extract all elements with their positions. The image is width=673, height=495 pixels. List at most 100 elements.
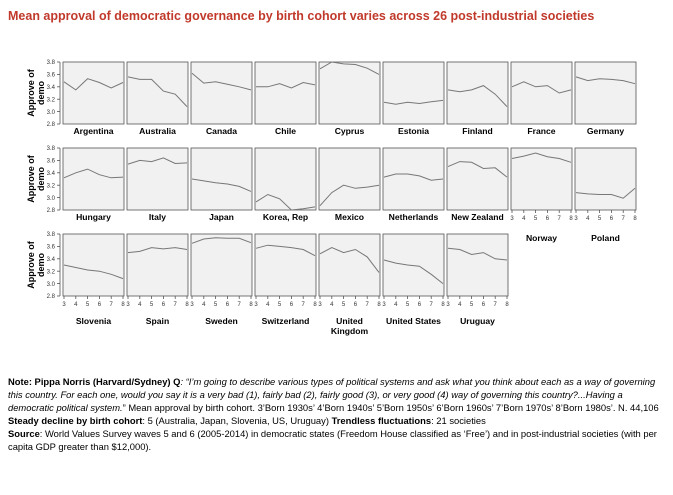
x-tick-label: 7	[622, 216, 626, 222]
x-tick-label: 7	[174, 302, 178, 308]
panel-sweden	[190, 233, 253, 297]
x-tick-label: 4	[458, 302, 462, 308]
series-line-australia	[127, 76, 188, 107]
x-tick-label: 5	[278, 302, 282, 308]
x-tick-label: 6	[162, 302, 166, 308]
country-label: Italy	[149, 212, 166, 222]
panel-slovenia	[62, 233, 125, 297]
x-tick-label: 8	[633, 216, 637, 222]
x-tick-label: 7	[238, 302, 242, 308]
panel-netherlands	[382, 147, 445, 211]
series-line-mexico	[319, 184, 380, 207]
x-tick-label: 3	[254, 302, 258, 308]
x-tick-label: 7	[302, 302, 306, 308]
series-line-uruguay	[447, 247, 508, 261]
country-label: Canada	[206, 126, 237, 136]
panel-uruguay	[446, 233, 509, 297]
x-tick-label: 5	[86, 302, 90, 308]
y-tick-label: 3.4	[47, 171, 56, 177]
panel-new-zealand	[446, 147, 509, 211]
series-line-japan	[191, 178, 252, 192]
y-tick-label: 2.8	[47, 122, 56, 128]
x-tick-label: 6	[418, 302, 422, 308]
country-label: Argentina	[73, 126, 113, 136]
y-tick-label: 3.4	[47, 85, 56, 91]
series-line-poland	[575, 187, 636, 199]
x-tick-label: 7	[110, 302, 114, 308]
panel-united-states	[382, 233, 445, 297]
steady-paragraph: Steady decline by birth cohort: 5 (Austr…	[8, 414, 668, 427]
country-label: Finland	[462, 126, 493, 136]
x-tick-label: 4	[394, 302, 398, 308]
y-tick-label: 3.6	[47, 73, 56, 79]
country-label: Kingdom	[331, 326, 369, 336]
x-tick-label: 8	[441, 302, 445, 308]
panel-argentina	[62, 61, 125, 125]
series-line-italy	[127, 157, 188, 165]
notes-section: Note: Pippa Norris (Harvard/Sydney) Q: “…	[8, 375, 668, 453]
series-line-netherlands	[383, 173, 444, 181]
series-line-united-kingdom	[319, 247, 380, 273]
series-line-germany	[575, 76, 636, 85]
x-tick-label: 5	[150, 302, 154, 308]
country-label: Switzerland	[262, 316, 310, 326]
x-tick-label: 4	[266, 302, 270, 308]
series-line-spain	[127, 247, 188, 254]
country-label: Chile	[275, 126, 296, 136]
country-label: United States	[386, 316, 441, 326]
panel-united-kingdom	[318, 233, 381, 297]
country-label: Uruguay	[460, 316, 495, 326]
x-tick-label: 5	[598, 216, 602, 222]
series-line-sweden	[191, 237, 252, 244]
x-tick-label: 6	[290, 302, 294, 308]
country-label: Hungary	[76, 212, 111, 222]
country-label: Korea, Rep	[263, 212, 308, 222]
country-label: Poland	[591, 233, 620, 243]
source-label: Source	[8, 428, 40, 439]
country-label: Estonia	[398, 126, 429, 136]
x-tick-label: 4	[74, 302, 78, 308]
country-label: France	[527, 126, 555, 136]
y-tick-label: 3.8	[47, 232, 56, 238]
country-label: New Zealand	[451, 212, 504, 222]
x-tick-label: 8	[313, 302, 317, 308]
trendless-label: Trendless fluctuations	[331, 415, 432, 426]
panel-australia	[126, 61, 189, 125]
x-tick-label: 7	[494, 302, 498, 308]
x-tick-label: 4	[330, 302, 334, 308]
x-tick-label: 8	[249, 302, 253, 308]
note-label: Note: Pippa Norris (Harvard/Sydney) Q	[8, 376, 181, 387]
steady-text: : 5 (Australia, Japan, Slovenia, US, Uru…	[142, 415, 329, 426]
x-tick-label: 6	[482, 302, 486, 308]
y-tick-label: 3.2	[47, 269, 56, 275]
x-tick-label: 7	[366, 302, 370, 308]
x-tick-label: 5	[214, 302, 218, 308]
steady-label: Steady decline by birth cohort	[8, 415, 143, 426]
survey-question: : “I’m going to describe various types o…	[8, 376, 656, 413]
y-tick-label: 3.8	[47, 60, 56, 66]
series-line-new-zealand	[447, 161, 508, 178]
y-tick-label: 3.2	[47, 97, 56, 103]
x-tick-label: 8	[121, 302, 125, 308]
x-tick-label: 4	[586, 216, 590, 222]
panel-japan	[190, 147, 253, 211]
y-axis-label: Approve ofdemo	[26, 68, 46, 117]
x-tick-label: 8	[377, 302, 381, 308]
country-label: Cyprus	[335, 126, 365, 136]
series-line-argentina	[63, 78, 124, 91]
x-tick-label: 7	[430, 302, 434, 308]
x-tick-label: 3	[318, 302, 322, 308]
country-label: Germany	[587, 126, 624, 136]
country-label: Norway	[526, 233, 557, 243]
country-label: Japan	[209, 212, 234, 222]
note-paragraph: Note: Pippa Norris (Harvard/Sydney) Q: “…	[8, 375, 668, 414]
x-tick-label: 6	[546, 216, 550, 222]
country-label: Netherlands	[389, 212, 439, 222]
x-tick-label: 3	[126, 302, 130, 308]
series-line-france	[511, 81, 572, 94]
panel-norway	[510, 147, 573, 211]
series-line-chile	[256, 81, 316, 89]
panel-korea-rep	[254, 147, 317, 211]
x-tick-label: 8	[569, 216, 573, 222]
country-label: Mexico	[335, 212, 364, 222]
